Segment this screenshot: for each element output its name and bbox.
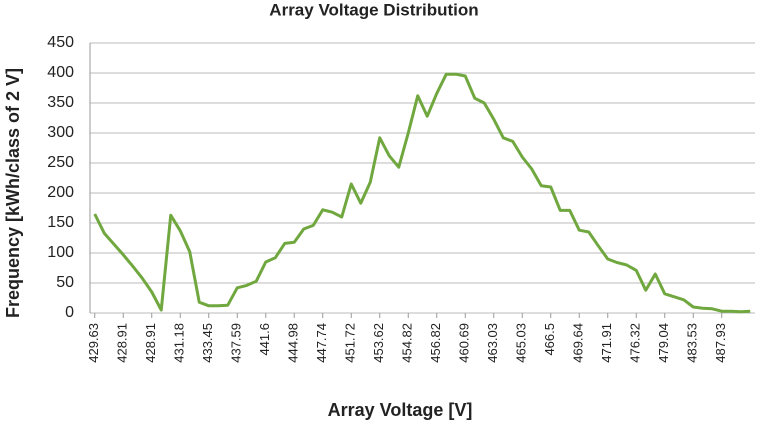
y-tick-label: 200 <box>47 184 74 201</box>
x-tick-label: 465.03 <box>514 323 529 363</box>
x-tick-label: 463.03 <box>485 323 500 363</box>
x-tick-label: 471.91 <box>599 323 614 363</box>
y-tick-label: 0 <box>65 304 74 321</box>
y-tick-label: 150 <box>47 214 74 231</box>
x-tick-label: 483.53 <box>685 323 700 363</box>
x-tick-label: 444.98 <box>286 323 301 363</box>
x-tick-label: 429.63 <box>86 323 101 363</box>
data-line <box>93 72 751 314</box>
x-tick-label: 460.69 <box>457 323 472 363</box>
x-tick-label: 466.5 <box>542 323 557 356</box>
x-axis-title: Array Voltage [V] <box>328 400 473 420</box>
x-tick-label: 431.18 <box>172 323 187 363</box>
x-tick-label: 437.59 <box>229 323 244 363</box>
y-tick-label: 450 <box>47 34 74 51</box>
y-axis-title: Frequency [kWh/class of 2 V] <box>3 68 23 318</box>
y-tick-label: 300 <box>47 124 74 141</box>
y-tick-label: 250 <box>47 154 74 171</box>
x-tick-label: 451.72 <box>343 323 358 363</box>
x-tick-label: 453.62 <box>371 323 386 363</box>
y-tick-label: 50 <box>56 274 74 291</box>
x-tick-label: 447.74 <box>314 323 329 363</box>
y-tick-label: 100 <box>47 244 74 261</box>
x-tick-label: 476.32 <box>628 323 643 363</box>
x-tick-label: 428.91 <box>143 323 158 363</box>
y-tick-label: 400 <box>47 64 74 81</box>
x-tick-label: 433.45 <box>200 323 215 363</box>
x-tick-label: 428.91 <box>115 323 130 363</box>
x-tick-label: 454.82 <box>400 323 415 363</box>
x-tick-label: 441.6 <box>257 323 272 356</box>
chart-title: Array Voltage Distribution <box>269 0 478 19</box>
x-tick-label: 469.64 <box>571 323 586 363</box>
x-tick-label: 456.82 <box>428 323 443 363</box>
x-tick-label: 479.04 <box>656 323 671 363</box>
x-tick-label: 487.93 <box>713 323 728 363</box>
y-tick-label: 350 <box>47 94 74 111</box>
